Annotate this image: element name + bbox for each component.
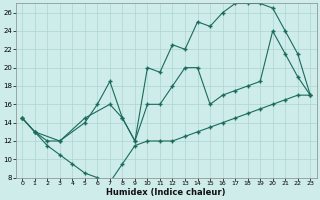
X-axis label: Humidex (Indice chaleur): Humidex (Indice chaleur) — [107, 188, 226, 197]
